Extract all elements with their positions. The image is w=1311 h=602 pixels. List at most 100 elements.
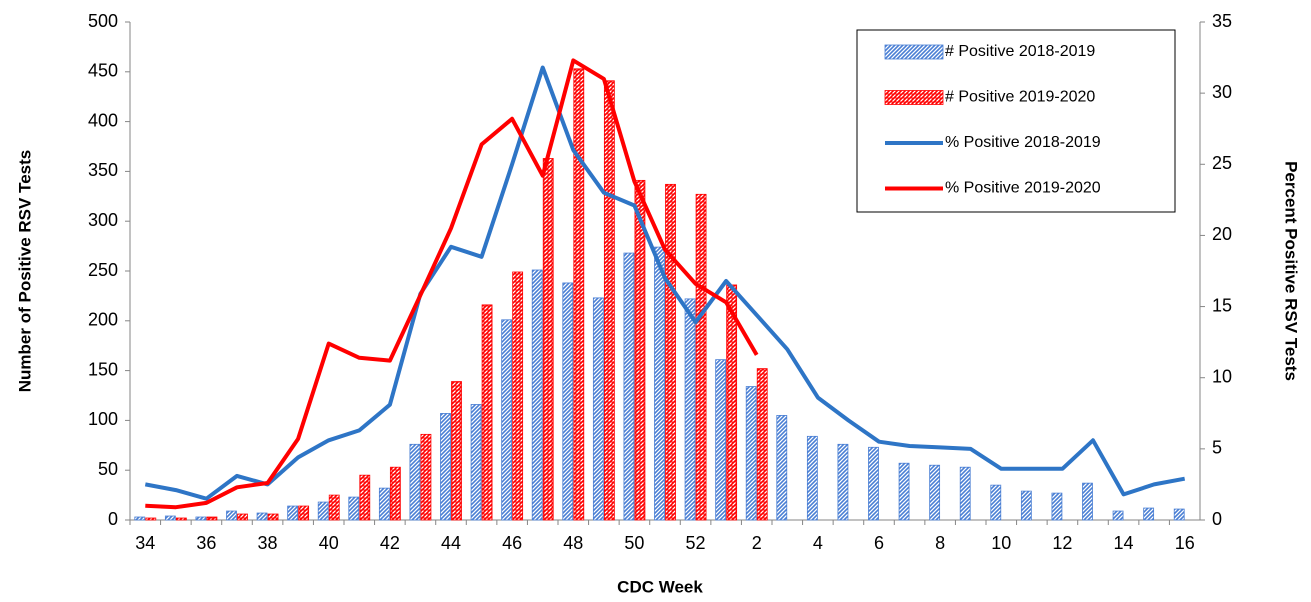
bar [756,368,768,521]
x-tick-label: 4 [813,533,823,553]
bar [237,513,248,521]
bar [409,443,421,521]
x-tick-label: 50 [624,533,644,553]
bar [684,298,696,521]
bar [470,404,482,521]
bar [806,435,818,521]
bar [665,183,676,521]
bar [378,487,390,521]
bar [175,517,187,521]
bar [562,282,574,521]
bar [1082,482,1093,521]
bar [164,515,176,521]
y-tick-label: 500 [88,11,118,31]
bar [389,466,401,521]
legend-box [856,29,1176,213]
bar [440,413,451,521]
y-tick-label: 150 [88,359,118,379]
legend-label: % Positive 2019-2020 [945,180,1101,197]
x-tick-label: 12 [1052,533,1072,553]
bar [328,494,340,521]
bar [542,158,554,521]
x-tick-label: 44 [441,533,461,553]
bar [1173,508,1185,521]
y-tick-label: 0 [108,509,118,529]
bar [959,466,971,521]
bar [256,512,268,521]
x-tick-label: 42 [380,533,400,553]
bar [654,246,665,521]
y2-tick-label: 15 [1212,295,1232,315]
y-tick-label: 250 [88,260,118,280]
x-tick-label: 52 [686,533,706,553]
y2-tick-label: 30 [1212,82,1232,102]
x-tick-label: 48 [563,533,583,553]
legend-label: % Positive 2018-2019 [945,134,1101,151]
line [145,58,759,510]
bar [134,516,146,521]
y2-tick-label: 5 [1212,438,1222,458]
bar [267,513,279,521]
bar [512,271,524,521]
bar [226,510,237,521]
x-tick-label: 8 [935,533,945,553]
x-tick-label: 6 [874,533,884,553]
y-tick-label: 200 [88,310,118,330]
bar [1020,490,1032,521]
x-tick-label: 2 [752,533,762,553]
bar [206,516,218,521]
y-tick-label: 100 [88,409,118,429]
bar [348,496,360,521]
bar [1143,507,1155,521]
bar [501,319,513,521]
bar [715,359,727,521]
x-tick-label: 46 [502,533,522,553]
y2-tick-label: 10 [1212,366,1232,386]
bar [623,252,635,521]
bar [420,433,432,521]
bar [359,474,371,521]
x-axis-title: CDC Week [617,577,703,596]
bar [287,505,299,521]
bar [1112,510,1124,521]
x-tick-label: 40 [319,533,339,553]
y-axis-title: Number of Positive RSV Tests [15,150,34,392]
line [144,65,1186,501]
bar [929,464,941,521]
x-tick-label: 38 [258,533,278,553]
y2-tick-label: 35 [1212,11,1232,31]
bar [531,269,543,521]
y-tick-label: 450 [88,61,118,81]
bar [990,484,1002,521]
bar [573,68,585,521]
bar [634,179,646,521]
bar [145,517,157,521]
bar [451,381,462,521]
y-tick-label: 50 [98,459,118,479]
bar [481,304,493,521]
legend-swatch [884,44,944,60]
legend-label: # Positive 2018-2019 [945,43,1095,60]
bar [603,80,615,521]
bar [695,193,707,521]
y-tick-label: 350 [88,160,118,180]
bar [776,415,788,521]
y-tick-label: 300 [88,210,118,230]
y2-tick-label: 25 [1212,153,1232,173]
bar [317,501,329,521]
y-tick-label: 400 [88,110,118,130]
bar [898,462,910,521]
x-tick-label: 14 [1114,533,1134,553]
bar [837,443,849,521]
y2-tick-label: 20 [1212,224,1232,244]
y2-tick-label: 0 [1212,509,1222,529]
bar [298,505,310,521]
bar [745,386,757,521]
legend-swatch [884,90,944,105]
x-tick-label: 16 [1175,533,1195,553]
bar [195,516,207,521]
legend-label: # Positive 2019-2020 [945,89,1095,106]
bar [868,446,879,521]
bar [1051,492,1063,521]
